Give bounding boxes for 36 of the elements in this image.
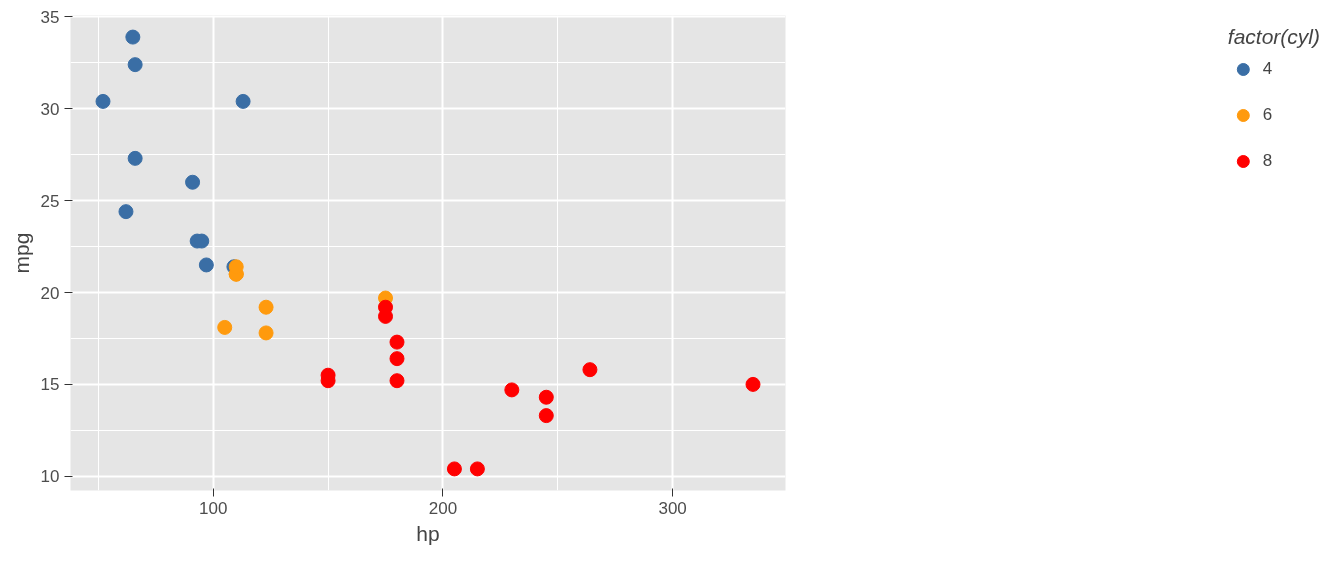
legend-title: factor(cyl)	[1227, 25, 1320, 49]
point	[118, 204, 134, 220]
y-tick-label: 15	[40, 375, 60, 395]
point	[582, 362, 598, 378]
x-axis-title: hp	[416, 521, 440, 545]
point	[446, 461, 462, 477]
y-tick-label: 30	[40, 99, 60, 119]
y-tick-label: 20	[40, 283, 60, 303]
point	[185, 174, 201, 190]
point	[127, 150, 143, 166]
point	[538, 389, 554, 405]
point	[389, 373, 405, 389]
legend-label: 6	[1262, 104, 1274, 126]
legend-label: 4	[1262, 58, 1274, 80]
point	[258, 325, 274, 341]
legend-label: 8	[1262, 150, 1274, 172]
y-tick-label: 10	[40, 467, 60, 487]
point	[125, 29, 141, 45]
y-axis-title: mpg	[9, 232, 33, 274]
point	[504, 382, 520, 398]
x-tick-label: 200	[428, 498, 458, 518]
point	[235, 93, 251, 109]
point	[95, 93, 111, 109]
point	[745, 376, 761, 392]
point	[389, 334, 405, 350]
point	[217, 319, 233, 335]
point	[258, 299, 274, 315]
point	[469, 461, 485, 477]
y-tick-label: 25	[40, 191, 60, 211]
x-tick-label: 100	[199, 498, 228, 518]
point	[538, 408, 554, 424]
y-tick-label: 35	[40, 7, 60, 27]
point	[127, 57, 143, 73]
point	[389, 351, 405, 367]
point	[198, 257, 214, 273]
x-tick-label: 300	[658, 498, 687, 518]
